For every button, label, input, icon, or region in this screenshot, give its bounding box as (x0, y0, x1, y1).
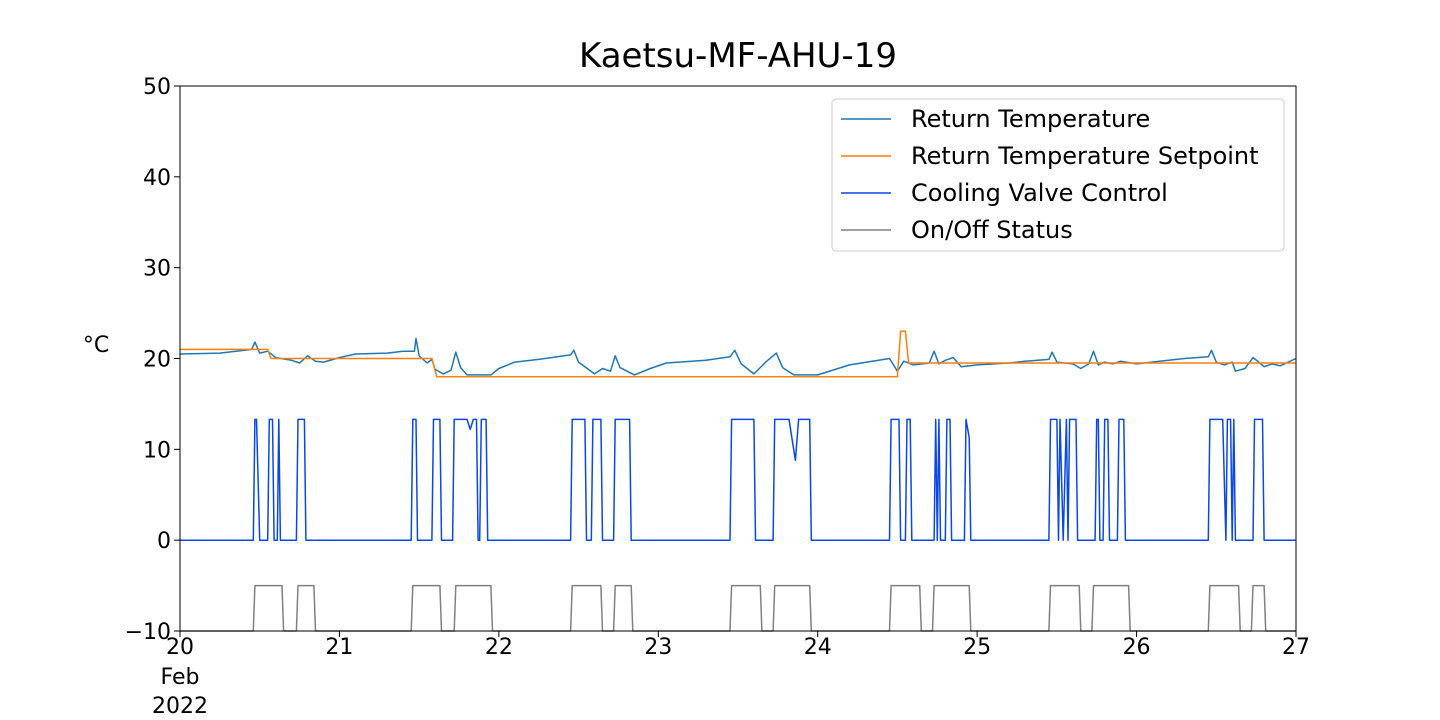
x-tick-label: 20 (166, 635, 194, 660)
x-tick-label: 25 (963, 635, 991, 660)
x-tick-sublabel: Feb (161, 665, 200, 690)
legend-label: Return Temperature (911, 105, 1150, 133)
y-tick-label: −10 (125, 620, 171, 645)
chart-title: Kaetsu-MF-AHU-19 (579, 36, 897, 76)
legend-box (831, 98, 1285, 252)
y-tick-label: 50 (143, 75, 171, 100)
x-tick-label: 24 (804, 635, 832, 660)
y-axis-label: °C (83, 333, 109, 358)
legend: Return Temperature Return Temperature Set… (831, 98, 1285, 252)
y-tick-label: 20 (143, 348, 171, 373)
x-tick-label: 21 (325, 635, 353, 660)
x-tick-label: 27 (1282, 635, 1310, 660)
y-tick-label: 10 (143, 438, 171, 463)
x-tick-label: 22 (485, 635, 513, 660)
legend-label: Cooling Valve Control (911, 179, 1168, 207)
legend-label: Return Temperature Setpoint (911, 142, 1259, 170)
x-tick-sublabel: 2022 (152, 694, 208, 719)
y-tick-label: 0 (157, 529, 171, 554)
x-tick-label: 23 (644, 635, 672, 660)
y-tick-label: 40 (143, 166, 171, 191)
series-line-2 (180, 330, 1296, 378)
legend-label: On/Off Status (911, 216, 1073, 244)
y-axis: −10 0 10 20 30 40 50 (125, 75, 180, 645)
plot-lines (179, 330, 1297, 632)
x-axis: 20 21 22 23 24 25 26 27 Feb 2022 (152, 631, 1310, 719)
series-line-1 (179, 337, 1297, 376)
x-tick-label: 26 (1123, 635, 1151, 660)
series-line-3 (180, 418, 1296, 541)
series-line-4 (180, 584, 1296, 632)
y-tick-label: 30 (143, 257, 171, 282)
